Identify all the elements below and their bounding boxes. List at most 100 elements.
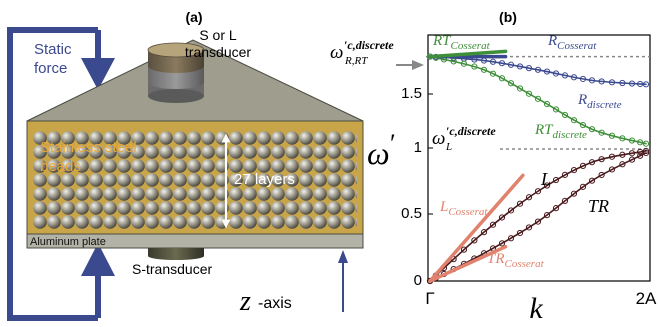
series-rt-discrete-marker <box>642 140 650 147</box>
series-r-discrete-marker <box>552 70 560 77</box>
z-axis-suffix: -axis <box>258 295 292 312</box>
y-axis-symbol: ω <box>367 135 390 171</box>
label-rt-cosserat: RTCosserat <box>432 33 491 52</box>
label-l-cosserat-main: L <box>439 199 448 215</box>
label-l: L <box>540 169 551 189</box>
series-tr-marker <box>637 152 644 159</box>
series-r-discrete-marker <box>516 63 524 70</box>
series-rt-discrete-marker <box>460 60 468 67</box>
panel-b: (b) 0 0.5 1 1.5 Γ 2A k ω ′ <box>330 9 657 325</box>
series-r-discrete-marker <box>507 61 515 68</box>
series-rt-discrete-marker <box>579 121 587 129</box>
series-l-marker <box>460 246 468 253</box>
label-omega-l-sup: ′c,discrete <box>446 124 496 138</box>
label-rt-cosserat-main: RT <box>432 33 452 49</box>
top-transducer-label-line1: S or L <box>199 27 237 43</box>
series-rt-discrete-marker <box>552 106 560 113</box>
series-tr-marker <box>543 212 551 219</box>
series-r-discrete-marker <box>637 80 644 88</box>
series-rt-discrete-marker <box>498 75 506 82</box>
series-l-marker <box>543 182 551 189</box>
series-layer <box>426 49 650 285</box>
series-r-discrete-marker <box>543 68 551 75</box>
series-rt-discrete-marker <box>450 58 457 65</box>
series-rt-cosserat <box>428 49 508 59</box>
x-axis-label: k <box>529 292 543 325</box>
series-l-marker <box>525 194 533 201</box>
beads-label-line1: Stainless steel <box>40 139 137 156</box>
y-tick-marks <box>428 93 433 215</box>
y-axis-label: ω ′ <box>367 129 396 171</box>
plate-label: Aluminum plate <box>30 236 106 248</box>
series-rt-discrete-marker <box>525 90 533 97</box>
label-r-cosserat-sub: Cosserat <box>557 40 597 52</box>
omega-rrt-pointer-head <box>412 60 424 70</box>
series-r-discrete-marker <box>588 77 596 84</box>
series-rt-discrete-marker <box>516 85 524 92</box>
series-tr-marker <box>588 177 596 184</box>
label-omega-rrt: ω ′c,discrete R,RT <box>330 38 394 67</box>
label-rt-cosserat-sub: Cosserat <box>451 40 491 52</box>
series-l-marker <box>637 148 644 156</box>
x-tick-label-2a: 2A <box>636 289 657 308</box>
panel-a-label: (a) <box>185 9 202 25</box>
series-r-discrete-marker <box>628 80 636 87</box>
label-omega-rrt-sup: ′c,discrete <box>344 38 394 52</box>
series-tr-marker <box>579 183 587 190</box>
series-tr-marker <box>598 171 605 179</box>
label-r-discrete: Rdiscrete <box>577 92 622 111</box>
series-l-marker <box>507 207 515 214</box>
series-rt-discrete-marker <box>489 70 497 77</box>
y-tick-label-0: 0 <box>414 272 422 289</box>
series-l-marker <box>480 229 488 236</box>
series-l-marker <box>498 214 506 221</box>
bottom-transducer-label: S-transducer <box>132 261 212 277</box>
z-axis-arrow-head <box>338 250 348 263</box>
series-l <box>429 150 647 282</box>
series-l-marker <box>534 188 542 195</box>
top-transducer-label-line2: transducer <box>185 44 251 60</box>
label-l-cosserat-sub: Cosserat <box>448 206 488 218</box>
label-rt-discrete-sub: discrete <box>553 129 588 141</box>
y-axis-prime: ′ <box>390 129 396 158</box>
series-l-marker <box>471 237 478 244</box>
series-rt-discrete-marker <box>588 126 596 133</box>
series-rt-discrete-marker <box>628 137 636 144</box>
series-l-marker <box>570 167 578 174</box>
panel-b-label: (b) <box>499 9 517 25</box>
series-l-marker <box>516 200 524 207</box>
static-force-label-line2: force <box>34 60 67 77</box>
label-omega-rrt-main: ω <box>330 42 343 63</box>
series-tr-marker <box>525 224 533 231</box>
label-l-cosserat: LCosserat <box>439 199 488 218</box>
series-l-marker <box>579 162 587 169</box>
series-l-marker <box>552 176 560 184</box>
series-tr-marker <box>552 205 560 212</box>
series-l-marker <box>489 221 497 228</box>
series-rt-discrete-marker <box>543 100 551 108</box>
label-rt-discrete: RTdiscrete <box>534 122 587 141</box>
force-arrow-top-head <box>81 58 115 90</box>
series-l-marker <box>619 151 626 158</box>
series-tr-marker <box>642 149 650 157</box>
label-tr-cosserat-sub: Cosserat <box>505 258 545 270</box>
series-tr-marker <box>619 161 626 168</box>
series-r-discrete-marker <box>570 74 578 81</box>
x-tick-label-gamma: Γ <box>425 289 434 308</box>
series-tr-marker <box>561 197 569 204</box>
plot-frame <box>427 34 651 282</box>
series-tr-marker <box>608 166 616 173</box>
series-l-marker <box>628 150 636 157</box>
series-tr-marker <box>507 235 515 242</box>
series-tr-marker <box>516 229 524 237</box>
series-r-discrete-marker <box>619 79 626 87</box>
y-tick-label-1: 0.5 <box>401 205 422 222</box>
series-rt-discrete-marker <box>507 80 515 87</box>
label-omega-l-sub: L <box>445 141 452 153</box>
panel-a: (a) Static force S or L transducer Stain… <box>7 9 364 321</box>
series-rt-discrete-marker <box>637 139 644 146</box>
series-rt-discrete-marker <box>534 95 542 102</box>
z-axis-symbol: z <box>239 286 251 317</box>
series-rt-discrete-marker <box>480 66 488 73</box>
